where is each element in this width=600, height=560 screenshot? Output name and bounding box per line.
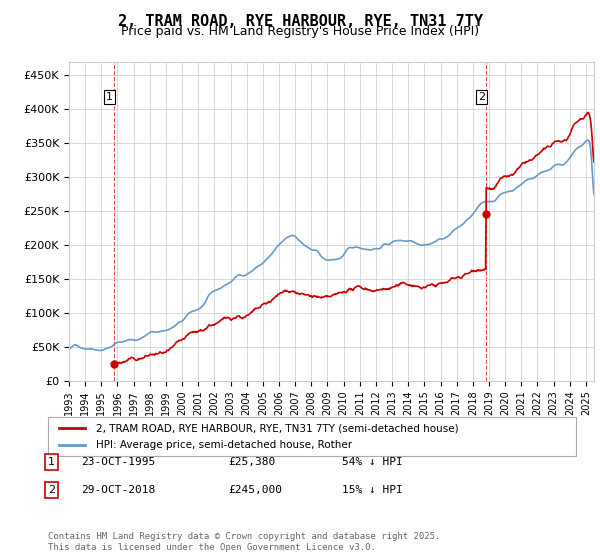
Text: 2, TRAM ROAD, RYE HARBOUR, RYE, TN31 7TY (semi-detached house): 2, TRAM ROAD, RYE HARBOUR, RYE, TN31 7TY… (95, 423, 458, 433)
Text: Price paid vs. HM Land Registry's House Price Index (HPI): Price paid vs. HM Land Registry's House … (121, 25, 479, 38)
Text: 2: 2 (478, 92, 485, 102)
Text: £245,000: £245,000 (228, 485, 282, 495)
Text: 23-OCT-1995: 23-OCT-1995 (81, 457, 155, 467)
FancyBboxPatch shape (48, 417, 576, 456)
Text: HPI: Average price, semi-detached house, Rother: HPI: Average price, semi-detached house,… (95, 440, 352, 450)
Text: 15% ↓ HPI: 15% ↓ HPI (342, 485, 403, 495)
Text: £25,380: £25,380 (228, 457, 275, 467)
Text: 1: 1 (48, 457, 55, 467)
Text: Contains HM Land Registry data © Crown copyright and database right 2025.
This d: Contains HM Land Registry data © Crown c… (48, 532, 440, 552)
Text: 2: 2 (48, 485, 55, 495)
Text: 54% ↓ HPI: 54% ↓ HPI (342, 457, 403, 467)
Text: 1: 1 (106, 92, 113, 102)
Text: 29-OCT-2018: 29-OCT-2018 (81, 485, 155, 495)
Text: 2, TRAM ROAD, RYE HARBOUR, RYE, TN31 7TY: 2, TRAM ROAD, RYE HARBOUR, RYE, TN31 7TY (118, 14, 482, 29)
